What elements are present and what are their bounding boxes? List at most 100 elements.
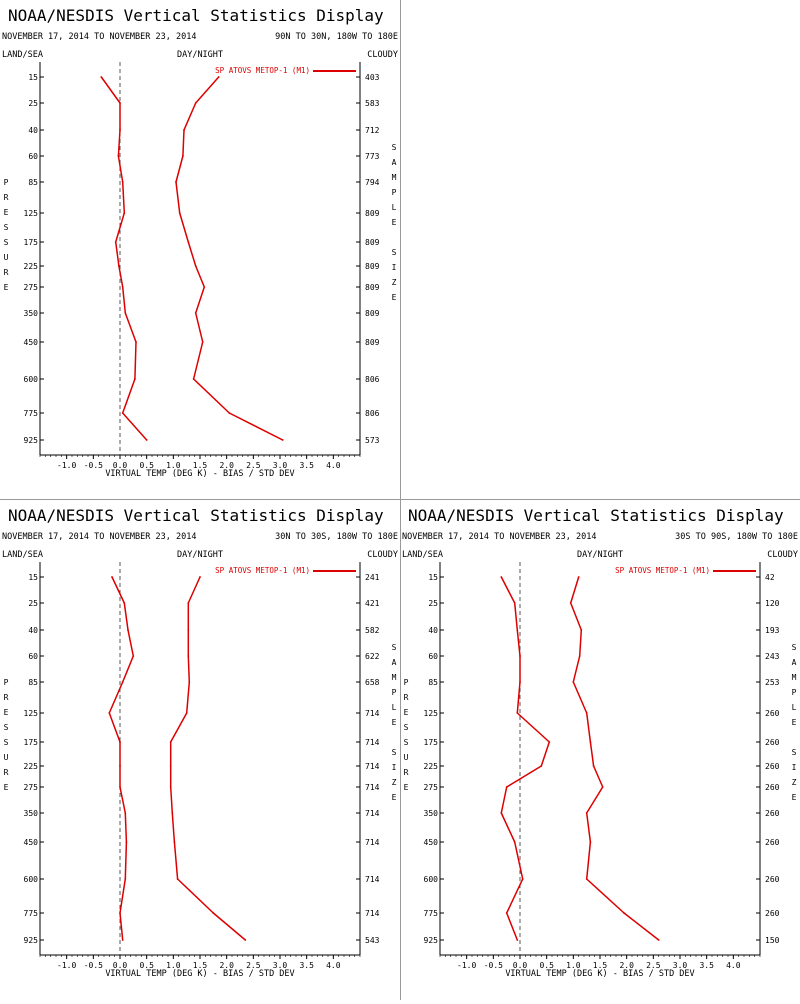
std-dev-point [188,681,191,683]
pressure-level-label: 600 [424,875,439,884]
sample-size-label: 583 [365,99,380,108]
pressure-level-label: 60 [428,652,438,661]
region-label: 90N TO 30N, 180W TO 180E [275,32,398,42]
bias-point [505,786,508,788]
bias-point [100,76,103,78]
pressure-level-label: 275 [424,783,439,792]
sample-size-label: 806 [365,375,380,384]
bias-point [124,812,127,814]
day-night-label: DAY/NIGHT [177,550,223,560]
std-dev-point [657,939,660,941]
x-tick-label: 2.0 [219,961,234,970]
std-dev-point [169,786,172,788]
bias-point [119,786,121,788]
pressure-level-label: 450 [24,338,39,347]
bias-line [100,76,148,441]
std-dev-point [228,412,231,414]
x-tick-label: 2.5 [246,461,261,470]
vertical-stats-chart: NOAA/NESDIS Vertical Statistics Display N… [2,6,398,479]
sample-size-label: 714 [365,809,380,818]
bias-point [118,265,120,267]
bias-line [108,576,135,941]
x-tick-label: 3.5 [299,461,314,470]
sample-size-label: 403 [365,73,380,82]
sample-size-label: 260 [765,738,780,747]
x-tick-label: 2.5 [646,961,661,970]
bias-point [121,181,124,183]
land-sea-label: LAND/SEA [2,550,43,560]
sample-size-label: 241 [365,573,380,582]
std-dev-point [185,712,188,714]
sample-size-label: 714 [365,838,380,847]
sample-size-label: 809 [365,209,380,218]
region-label: 30N TO 30S, 180W TO 180E [275,532,398,542]
x-tick-label: 2.5 [246,961,261,970]
sample-size-label: 573 [365,436,380,445]
chart-title: NOAA/NESDIS Vertical Statistics Display [8,6,384,25]
pressure-level-label: 350 [24,809,39,818]
x-tick-label: 1.0 [166,461,181,470]
sample-size-label: 622 [365,652,380,661]
panel-nh: NOAA/NESDIS Vertical Statistics Display N… [0,0,400,500]
bias-point [134,378,136,380]
x-tick-label: 2.0 [619,961,634,970]
panel-divider-horizontal [0,499,800,500]
x-tick-label: 3.5 [699,961,714,970]
bias-point [121,681,124,683]
x-tick-label: -1.0 [457,961,476,970]
legend-label: SP ATOVS METOP-1 (M1) [215,566,310,575]
land-sea-label: LAND/SEA [2,50,43,60]
sample-size-label: 714 [365,909,380,918]
x-tick-label: 1.0 [166,961,181,970]
bias-point [145,439,148,441]
vertical-stats-chart: NOAA/NESDIS Vertical Statistics Display N… [402,506,798,979]
x-tick-label: 4.0 [726,961,741,970]
std-dev-point [203,286,206,288]
bias-point [516,629,519,631]
std-dev-point [592,765,595,767]
legend-label: SP ATOVS METOP-1 (M1) [615,566,710,575]
sample-size-label: 714 [365,875,380,884]
x-tick-label: 4.0 [326,961,341,970]
chart-title: NOAA/NESDIS Vertical Statistics Display [8,506,384,525]
pressure-level-label: 350 [424,809,439,818]
pressure-level-label: 275 [24,283,39,292]
bias-point [119,102,121,104]
pressure-level-label: 15 [28,73,38,82]
cloudy-label: CLOUDY [767,550,798,560]
pressure-level-label: 600 [24,875,39,884]
bias-point [519,655,521,657]
std-dev-point [589,741,592,743]
std-dev-point [578,655,581,657]
std-dev-point [178,212,181,214]
pressure-level-label: 60 [28,152,38,161]
pressure-level-label: 925 [24,936,39,945]
pressure-level-label: 175 [424,738,439,747]
std-dev-point [169,741,172,743]
bias-point [132,655,135,657]
sample-size-label: 806 [365,409,380,418]
sample-size-label: 421 [365,599,380,608]
std-dev-line [175,76,284,441]
sample-size-label: 260 [765,709,780,718]
bias-point [548,741,551,743]
pressure-level-label: 350 [24,309,39,318]
sample-size-label: 809 [365,309,380,318]
x-axis-label: VIRTUAL TEMP (DEG K) - BIAS / STD DEV [105,969,294,979]
sample-size-label: 150 [765,936,780,945]
bias-point [124,312,127,314]
x-tick-label: 1.5 [193,961,208,970]
x-axis-label: VIRTUAL TEMP (DEG K) - BIAS / STD DEV [105,469,294,479]
sample-size-label: 809 [365,238,380,247]
bias-point [108,712,111,714]
std-dev-line [569,576,660,941]
std-dev-point [187,629,190,631]
std-dev-point [169,765,172,767]
sample-size-label: 243 [765,652,780,661]
pressure-level-label: 175 [24,238,39,247]
x-tick-label: -0.5 [84,961,103,970]
sample-size-label: 120 [765,599,780,608]
bias-point [516,712,519,714]
